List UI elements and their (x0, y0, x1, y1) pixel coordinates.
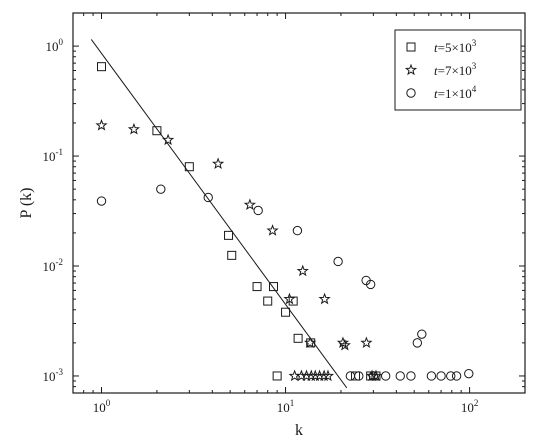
data-point-circle (395, 371, 405, 381)
legend-marker-circle (406, 88, 416, 98)
data-point-circle (451, 371, 462, 381)
data-point-star (318, 292, 331, 305)
data-point-circle (417, 329, 427, 339)
data-point-square (281, 307, 291, 317)
data-point-circle (354, 371, 364, 381)
data-point-star (211, 157, 225, 170)
data-point-star (365, 369, 379, 382)
data-point-star (304, 336, 317, 349)
y-tick-label: 10-3 (43, 367, 64, 384)
legend-label-square: t=5×103 (434, 38, 477, 55)
data-markers (95, 62, 474, 382)
data-point-circle (464, 368, 474, 379)
data-point-circle (203, 192, 213, 203)
x-axis-label: k (295, 422, 303, 439)
data-point-square (252, 282, 262, 292)
y-axis-label: P (k) (18, 188, 35, 219)
data-point-star (318, 369, 331, 382)
axis-ticks: 100 101 102 100 10-1 10-2 10-3 (43, 12, 526, 415)
data-point-star (360, 336, 373, 349)
x-tick-label: 102 (461, 398, 479, 415)
data-point-star (127, 122, 141, 135)
data-point-star (95, 118, 108, 131)
data-point-circle (96, 196, 107, 206)
data-point-star (321, 369, 335, 382)
data-point-circle (412, 338, 423, 348)
legend-box (394, 29, 522, 111)
data-point-star (283, 292, 296, 305)
y-tick-label: 100 (46, 37, 64, 54)
plot-frame (72, 12, 526, 394)
legend-label-circle: t=1×104 (434, 84, 477, 101)
data-point-circle (253, 205, 263, 216)
y-tick-label: 10-1 (43, 147, 64, 164)
fit-line-group (90, 39, 348, 389)
data-point-square (263, 296, 273, 306)
data-point-square (351, 371, 361, 381)
data-point-square (152, 126, 162, 136)
data-point-circle (406, 371, 416, 381)
data-point-star (266, 224, 279, 236)
x-tick-label: 100 (93, 398, 111, 415)
data-point-square (268, 282, 278, 292)
x-tick-label: 101 (277, 398, 295, 415)
legend-marker-square (406, 42, 416, 52)
data-point-square (97, 62, 107, 72)
legend-marker-star (404, 63, 418, 76)
data-point-square (293, 333, 303, 343)
data-point-star (243, 198, 256, 211)
legend: t=5×103 t=7×103 t=1×104 (394, 29, 522, 111)
data-point-star (336, 336, 350, 349)
data-point-star (369, 369, 383, 382)
data-point-square (272, 371, 282, 381)
data-point-circle (426, 371, 437, 381)
data-point-circle (368, 371, 379, 381)
data-point-star (161, 133, 175, 146)
data-point-square (184, 162, 194, 172)
data-point-circle (446, 371, 456, 381)
data-point-star (296, 264, 309, 277)
data-point-circle (333, 256, 343, 267)
data-point-circle (292, 225, 303, 236)
data-point-circle (156, 184, 166, 194)
data-point-circle (380, 371, 391, 381)
data-point-circle (345, 371, 356, 381)
legend-label-star: t=7×103 (434, 61, 477, 78)
data-point-square (227, 250, 237, 260)
data-point-circle (436, 371, 446, 381)
power-law-fit-line (90, 39, 348, 389)
data-point-circle (365, 279, 376, 290)
data-point-square (224, 230, 234, 240)
data-point-star (338, 338, 351, 351)
y-tick-label: 10-2 (43, 257, 64, 274)
